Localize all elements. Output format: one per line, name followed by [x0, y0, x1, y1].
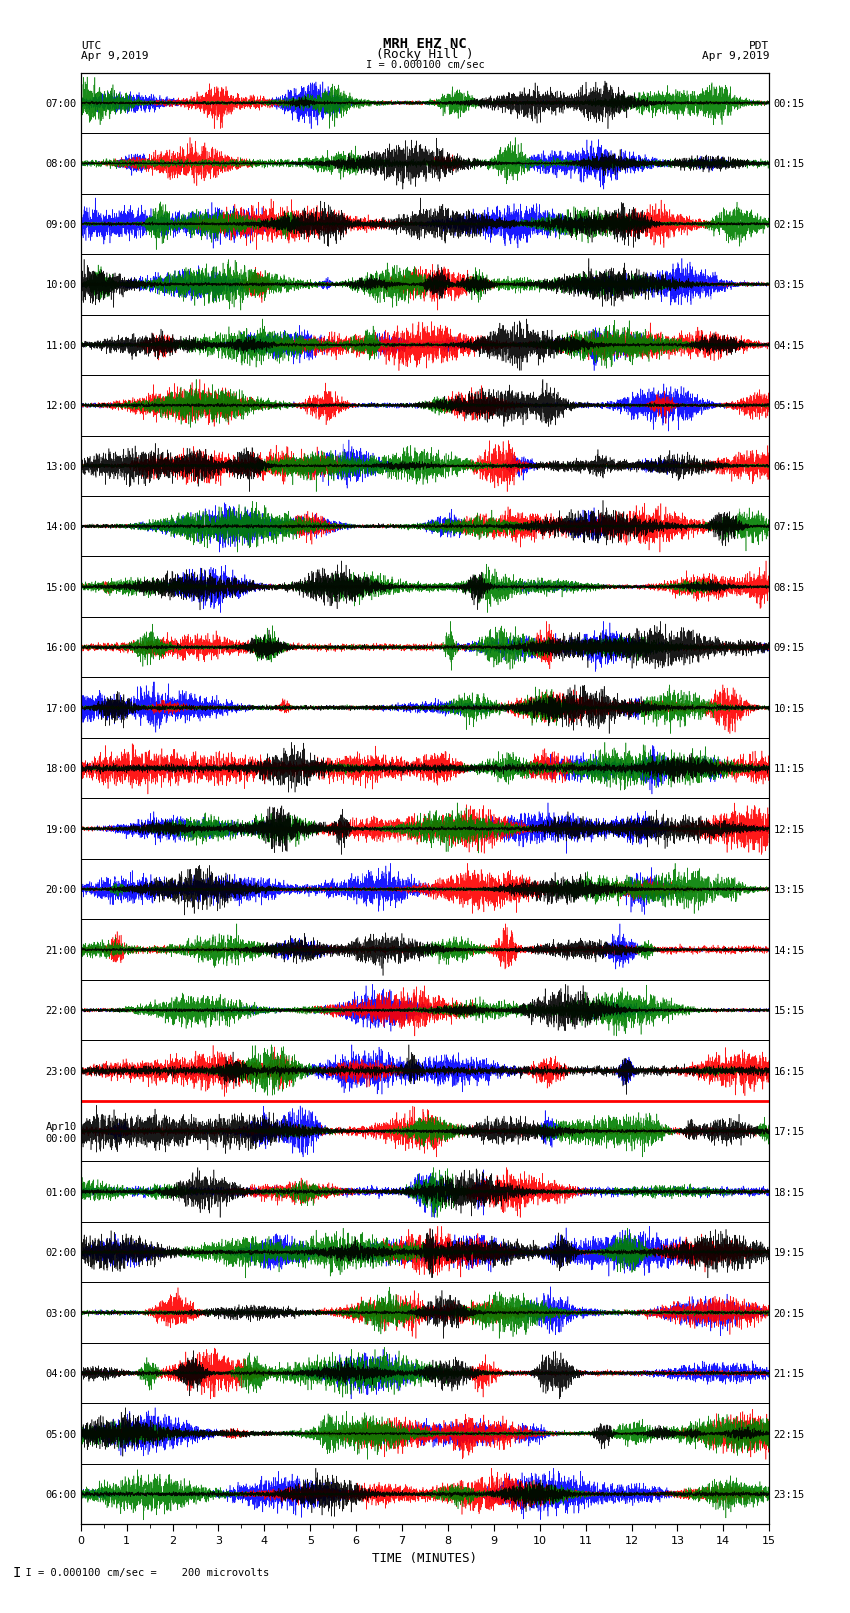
Text: I = 0.000100 cm/sec: I = 0.000100 cm/sec [366, 60, 484, 71]
Text: (Rocky Hill ): (Rocky Hill ) [377, 48, 473, 61]
Text: I: I [13, 1566, 21, 1579]
Text: Apr 9,2019: Apr 9,2019 [81, 52, 148, 61]
Text: Apr 9,2019: Apr 9,2019 [702, 52, 769, 61]
Text: PDT: PDT [749, 40, 769, 50]
Text: I = 0.000100 cm/sec =    200 microvolts: I = 0.000100 cm/sec = 200 microvolts [13, 1568, 269, 1578]
Text: MRH EHZ NC: MRH EHZ NC [383, 37, 467, 50]
Text: UTC: UTC [81, 40, 101, 50]
X-axis label: TIME (MINUTES): TIME (MINUTES) [372, 1552, 478, 1565]
